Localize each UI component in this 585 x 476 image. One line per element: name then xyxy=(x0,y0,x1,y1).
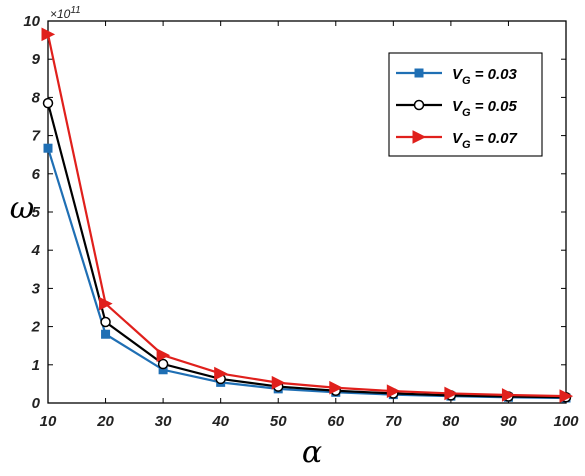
legend-label-subscript: G xyxy=(462,75,471,87)
x-tick-label: 100 xyxy=(553,413,579,430)
legend-label-suffix: = 0.03 xyxy=(471,66,518,83)
y-tick-label: 10 xyxy=(23,13,40,30)
data-point-series-1 xyxy=(42,97,54,109)
y-tick-label: 7 xyxy=(32,128,41,145)
data-point-series-2 xyxy=(501,388,516,402)
x-tick-label: 30 xyxy=(155,413,172,430)
data-point-series-0 xyxy=(101,329,111,339)
data-point-series-2 xyxy=(559,389,574,403)
x-tick-label: 20 xyxy=(96,413,114,430)
data-point-series-2 xyxy=(41,27,56,42)
axis-ticks: 10 20 30 40 50 60 70 80 90 100 0 1 2 3 4 5 6 7 8 9 10 xyxy=(23,13,579,430)
data-point-series-2 xyxy=(99,296,113,311)
data-point-series-2 xyxy=(444,386,459,401)
y-axis-title: ω xyxy=(10,191,34,226)
data-point-series-2 xyxy=(329,380,343,395)
x-tick-label: 10 xyxy=(40,413,57,430)
series-line-2 xyxy=(46,34,567,398)
data-point-series-0 xyxy=(43,143,53,153)
y-tick-label: 3 xyxy=(32,280,41,297)
legend-swatch-marker xyxy=(412,130,427,144)
series-markers xyxy=(41,27,574,403)
data-point-series-1 xyxy=(100,316,111,328)
legend-label-prefix: V xyxy=(452,98,464,115)
y-tick-label: 2 xyxy=(31,319,41,336)
y-exponent-power: 11 xyxy=(70,5,80,16)
y-tick-label: 0 xyxy=(32,395,41,412)
series-line-1 xyxy=(46,102,567,399)
series-lines xyxy=(46,34,567,400)
legend-label-subscript: G xyxy=(462,107,471,119)
y-tick-label: 6 xyxy=(32,166,41,183)
data-point-series-2 xyxy=(214,366,228,381)
data-point-series-2 xyxy=(271,375,286,390)
legend-label: VG = 0.03 xyxy=(452,66,518,87)
legend-label: VG = 0.07 xyxy=(452,130,518,151)
legend-label: VG = 0.05 xyxy=(452,98,518,119)
x-tick-label: 70 xyxy=(385,413,402,430)
y-exponent-label: ×1011 xyxy=(50,5,81,21)
legend-label-suffix: = 0.05 xyxy=(471,98,518,115)
legend-swatch-marker xyxy=(414,68,424,78)
legend-label-prefix: V xyxy=(452,66,464,83)
legend-label-prefix: V xyxy=(452,130,464,147)
y-tick-label: 4 xyxy=(31,242,41,259)
y-exponent-base: ×10 xyxy=(50,7,71,21)
legend-swatch-marker xyxy=(413,99,425,111)
x-tick-label: 50 xyxy=(270,413,287,430)
legend-label-subscript: G xyxy=(462,139,471,151)
legend-label-suffix: = 0.07 xyxy=(471,130,518,147)
x-tick-label: 80 xyxy=(443,413,460,430)
x-tick-label: 90 xyxy=(500,413,517,430)
y-tick-label: 8 xyxy=(32,89,41,106)
y-tick-label: 5 xyxy=(32,204,41,221)
data-point-series-1 xyxy=(157,358,169,370)
x-axis-title: α xyxy=(302,435,322,470)
x-tick-label: 40 xyxy=(211,413,229,430)
x-tick-label: 60 xyxy=(327,413,344,430)
y-tick-label: 1 xyxy=(32,357,40,374)
data-point-series-2 xyxy=(386,384,401,398)
y-tick-label: 9 xyxy=(32,51,41,68)
data-point-series-2 xyxy=(156,348,171,363)
